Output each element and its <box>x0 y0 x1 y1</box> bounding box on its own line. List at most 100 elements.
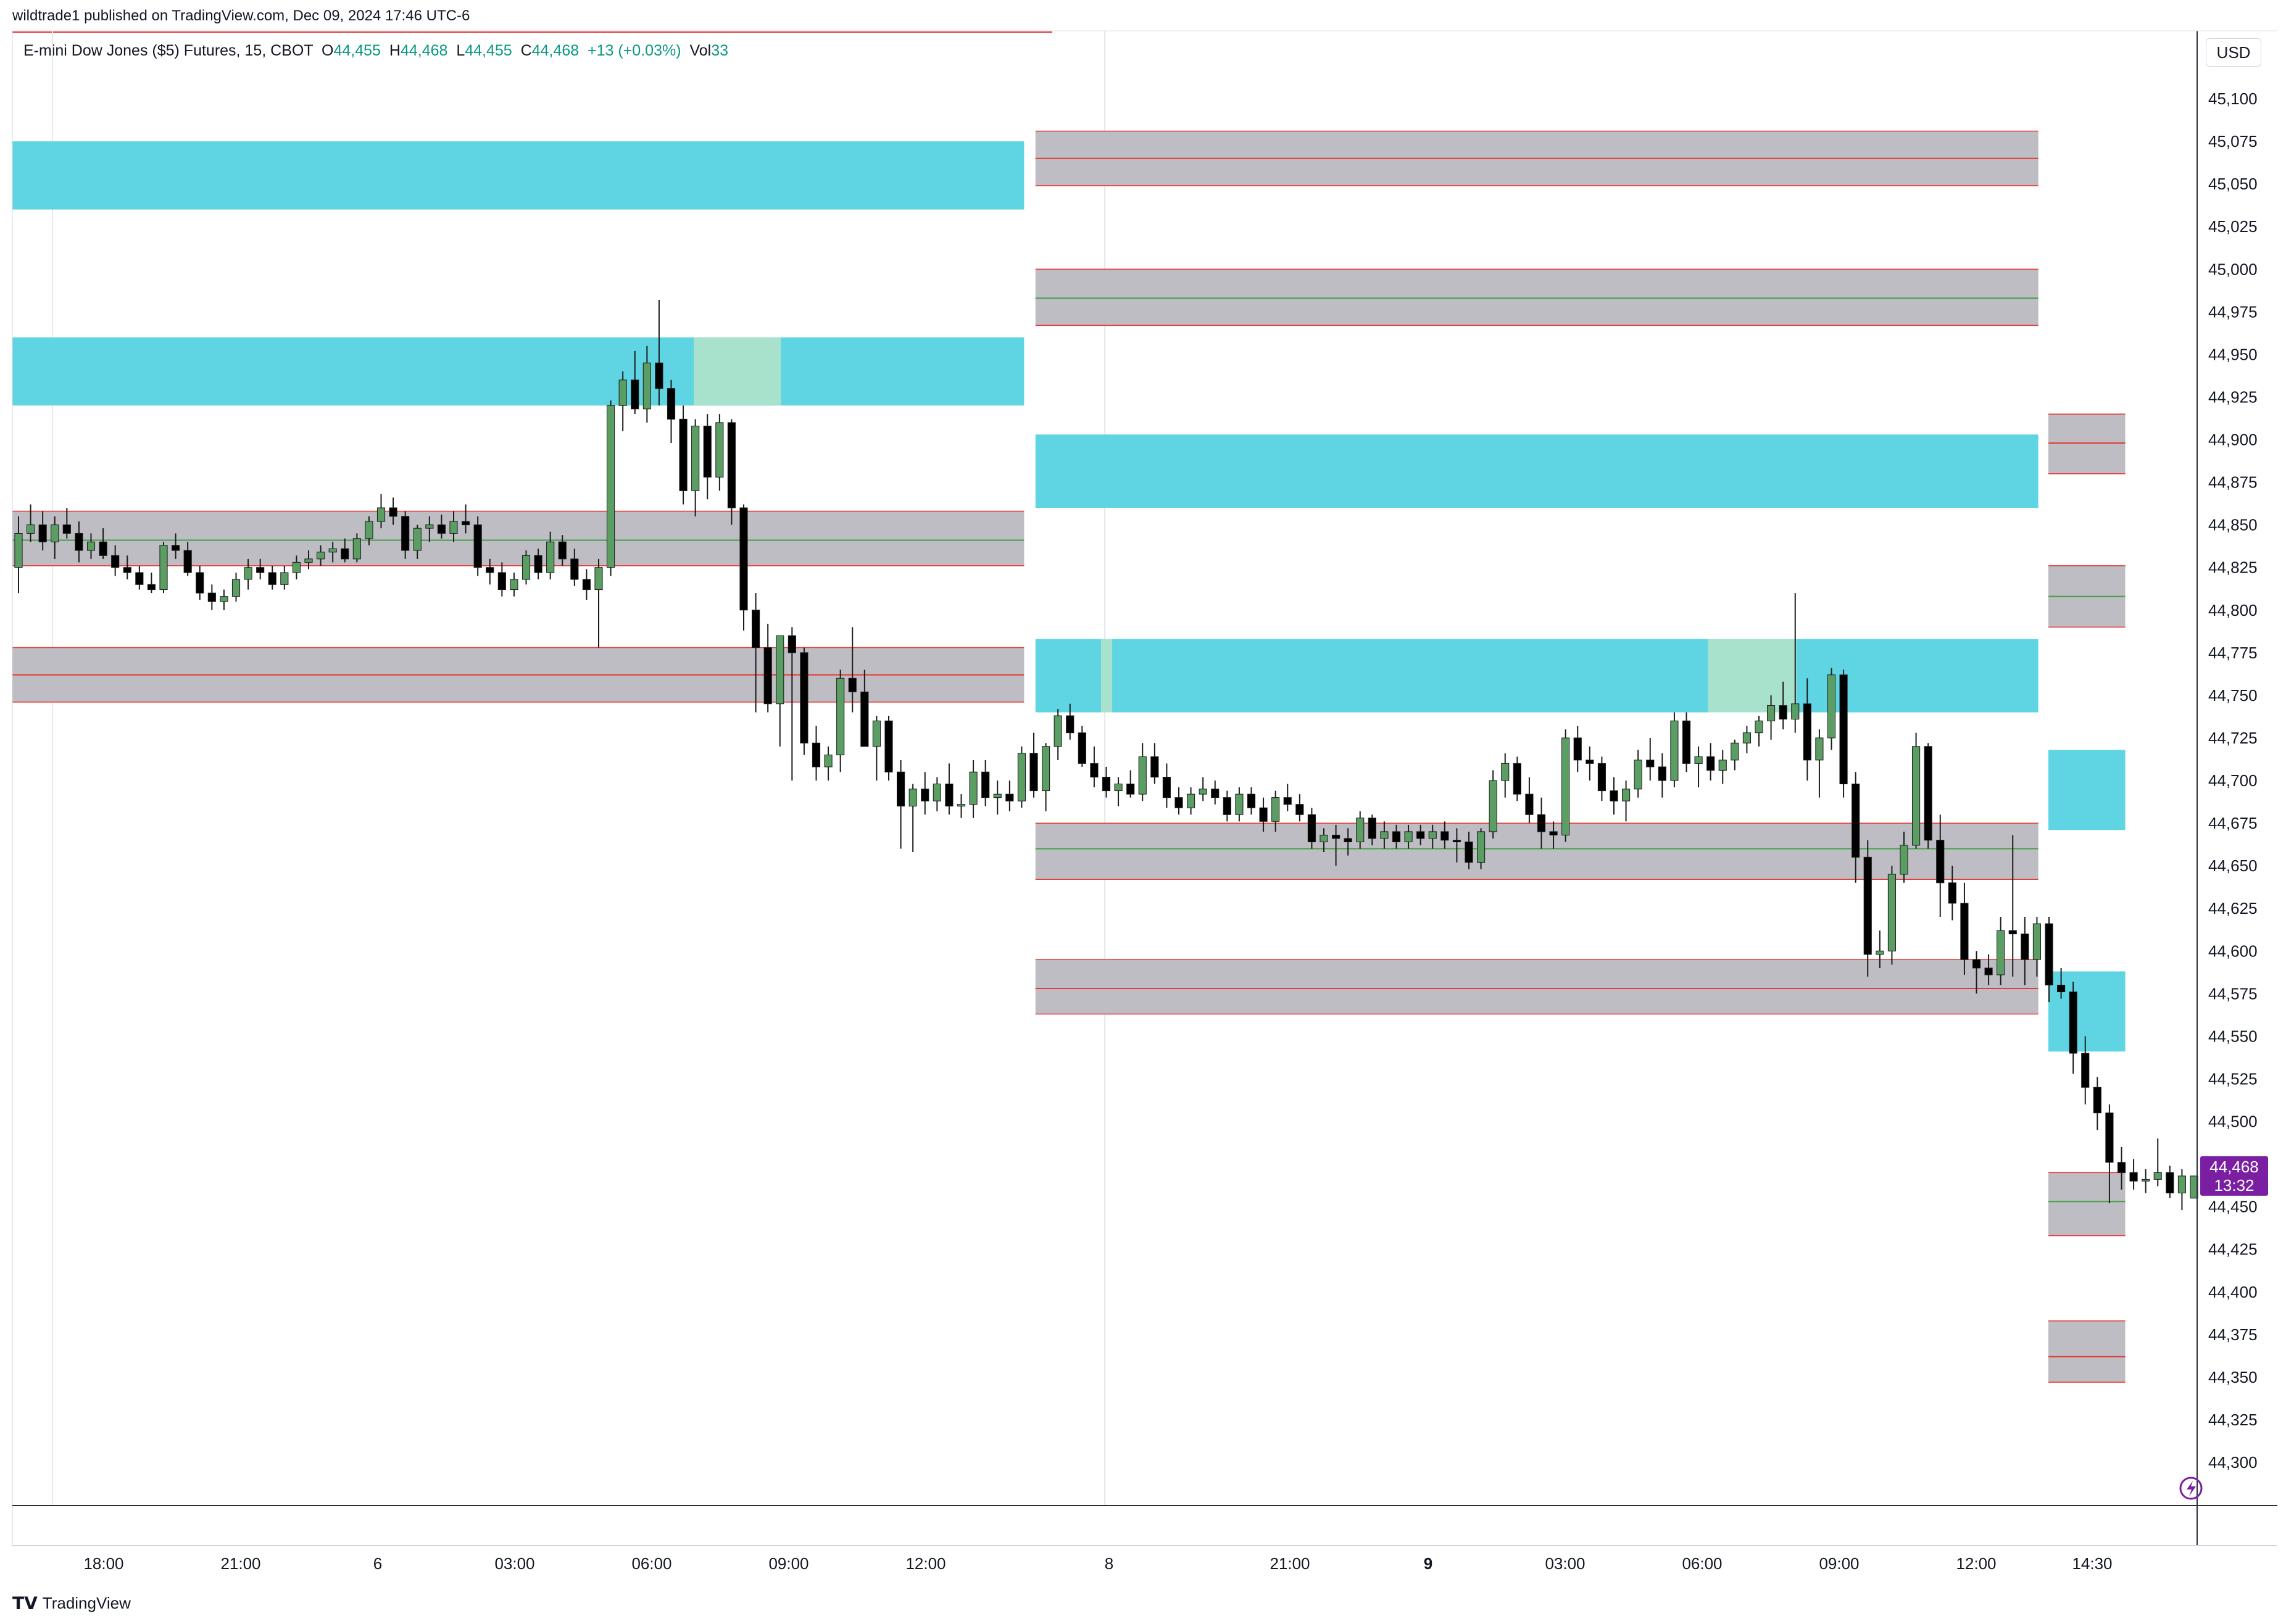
y-tick-label: 44,775 <box>2208 644 2258 662</box>
candle-body <box>2069 992 2077 1054</box>
candle-body <box>1223 797 1231 815</box>
x-tick-label: 09:00 <box>1819 1554 1859 1573</box>
y-tick-label: 44,825 <box>2208 558 2258 577</box>
candle-body <box>522 555 531 580</box>
candle-body <box>2142 1179 2150 1182</box>
footer-brand[interactable]: 𝗧𝗩 TradingView <box>12 1593 131 1614</box>
candle-body <box>99 541 107 556</box>
currency-button[interactable]: USD <box>2206 38 2261 67</box>
candle-body <box>1839 674 1848 785</box>
x-tick-label: 9 <box>1424 1554 1432 1573</box>
cyan-zone <box>12 141 1025 210</box>
y-tick-label: 44,375 <box>2208 1325 2258 1344</box>
candle-body <box>1586 760 1594 764</box>
candle-body <box>836 677 845 756</box>
candle-body <box>884 720 893 773</box>
candle-body <box>1948 882 1956 904</box>
y-tick-label: 45,000 <box>2208 260 2258 278</box>
tradingview-logo-icon: 𝗧𝗩 <box>12 1594 38 1613</box>
price-badge-countdown: 13:32 <box>2214 1176 2254 1195</box>
y-tick-label: 44,600 <box>2208 942 2258 960</box>
x-tick-label: 09:00 <box>768 1554 808 1573</box>
candle-body <box>207 592 216 602</box>
candle-body <box>1960 903 1969 960</box>
candle-body <box>848 677 857 692</box>
candle-body <box>1477 831 1486 863</box>
y-tick-label: 45,075 <box>2208 132 2258 151</box>
y-tick-label: 44,850 <box>2208 516 2258 534</box>
candle-body <box>2117 1162 2126 1173</box>
y-tick-label: 44,700 <box>2208 771 2258 790</box>
candle-body <box>618 379 627 406</box>
cyan-zone <box>2048 750 2126 831</box>
y-tick-label: 44,950 <box>2208 345 2258 363</box>
candle-body <box>1162 776 1171 798</box>
x-tick-label: 21:00 <box>220 1554 260 1573</box>
candle-body <box>2093 1087 2101 1114</box>
candle-body <box>1307 814 1316 842</box>
candle-body <box>703 425 712 478</box>
change-value: +13 (+0.03%) <box>588 42 681 59</box>
symbol-name[interactable]: E-mini Dow Jones ($5) Futures, 15, CBOT <box>23 42 314 59</box>
candle-body <box>220 596 228 602</box>
y-tick-label: 44,875 <box>2208 473 2258 492</box>
y-tick-label: 44,625 <box>2208 899 2258 918</box>
candle-body <box>14 532 23 568</box>
candle-body <box>558 541 567 560</box>
open-label: O <box>322 42 334 59</box>
candle-body <box>1597 763 1606 792</box>
y-tick-label: 44,675 <box>2208 814 2258 832</box>
candle-body <box>993 793 1002 798</box>
candle-body <box>691 425 700 491</box>
candle-body <box>1320 834 1328 842</box>
candle-body <box>2021 934 2029 960</box>
cyan-zone <box>1035 434 2039 508</box>
y-tick-label: 44,900 <box>2208 431 2258 449</box>
candle-body <box>2008 930 2017 935</box>
candle-body <box>111 555 120 568</box>
y-tick-label: 44,800 <box>2208 601 2258 619</box>
candle-body <box>1742 732 1751 744</box>
candle-body <box>1815 737 1824 761</box>
candle-body <box>425 524 434 529</box>
candle-body <box>1174 797 1183 808</box>
candle-body <box>1114 784 1123 792</box>
gray-zone <box>2048 1320 2126 1383</box>
candle-body <box>607 405 615 568</box>
candle-body <box>473 524 482 568</box>
candle-body <box>1912 746 1921 846</box>
candle-body <box>2190 1175 2198 1199</box>
close-label: C <box>520 42 532 59</box>
candle-body <box>860 691 869 747</box>
candle-body <box>1465 841 1473 863</box>
x-tick-label: 21:00 <box>1270 1554 1310 1573</box>
candle-body <box>497 572 506 590</box>
candle-body <box>824 755 833 768</box>
candle-body <box>1706 756 1715 771</box>
symbol-legend: E-mini Dow Jones ($5) Futures, 15, CBOT … <box>23 42 728 60</box>
y-tick-label: 44,650 <box>2208 856 2258 875</box>
grid-layer <box>12 31 1105 1506</box>
candle-body <box>1537 814 1546 832</box>
y-tick-label: 44,425 <box>2208 1240 2258 1259</box>
y-tick-label: 44,575 <box>2208 984 2258 1003</box>
candle-body <box>244 567 252 580</box>
candle-body <box>135 572 144 585</box>
candle-body <box>2081 1053 2090 1088</box>
candle-body <box>921 789 929 802</box>
candle-body <box>1573 737 1582 761</box>
highlight-zone <box>1708 639 1797 713</box>
candle-body <box>365 521 373 539</box>
candle-body <box>957 804 966 806</box>
candle-body <box>1259 807 1268 822</box>
candle-body <box>1682 720 1691 764</box>
candle-body <box>1887 874 1896 951</box>
candle-body <box>27 524 35 534</box>
candle-body <box>62 524 71 534</box>
publisher-line: wildtrade1 published on TradingView.com,… <box>12 7 470 24</box>
zones-layer <box>12 130 2126 1383</box>
candle-body <box>486 567 494 573</box>
candle-body <box>1416 831 1425 839</box>
